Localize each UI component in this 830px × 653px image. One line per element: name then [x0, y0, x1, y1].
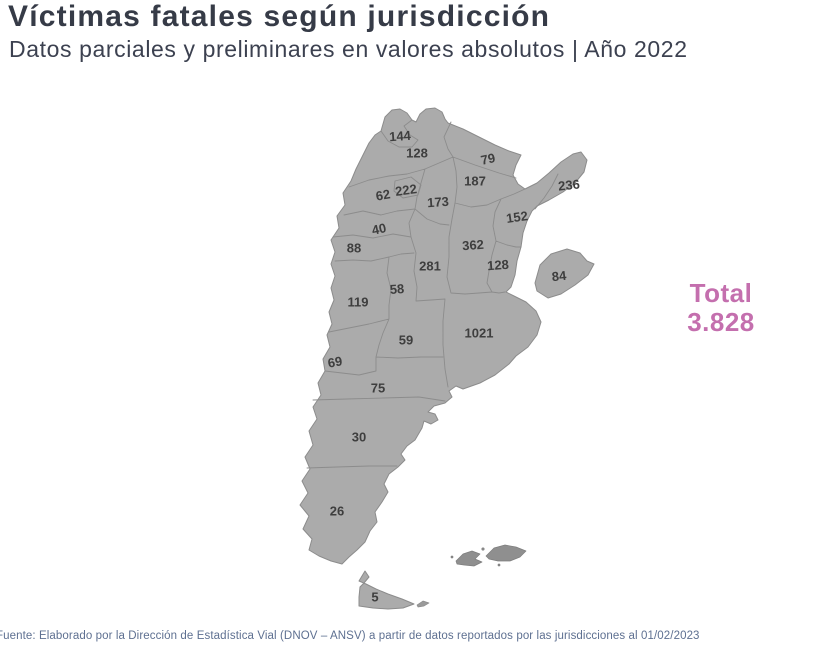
region-label-tierra-del-fuego: 5 — [371, 589, 379, 605]
total-label: Total — [689, 278, 753, 308]
region-label-mendoza: 119 — [347, 294, 369, 310]
source-note: Fuente: Elaborado por la Dirección de Es… — [0, 630, 700, 642]
region-label-jujuy: 144 — [388, 127, 412, 145]
region-label-santa-cruz: 26 — [329, 503, 345, 519]
region-label-formosa: 79 — [479, 150, 497, 168]
region-label-neuqu-n: 69 — [326, 353, 344, 371]
province-borders — [306, 119, 559, 469]
region-label-la-rioja: 40 — [370, 220, 388, 238]
region-label-c-rdoba: 281 — [419, 258, 441, 274]
region-label-chaco: 187 — [464, 173, 486, 189]
region-label-san-luis: 58 — [389, 281, 405, 297]
argentina-map-svg — [299, 107, 595, 610]
region-label-san-juan: 88 — [346, 240, 362, 256]
caba-shape — [534, 248, 595, 299]
argentina-map: 144 128 79 187 236 222 62 173 152 40 362 88 128 281 84… — [285, 95, 635, 625]
region-label-entre-r-os: 128 — [486, 256, 510, 274]
region-label-santa-fe: 362 — [461, 236, 485, 254]
tierra-del-fuego-shape — [358, 570, 415, 610]
region-label-chubut: 30 — [351, 429, 367, 445]
region-label-r-o-negro: 75 — [370, 380, 386, 396]
region-label-santiago-del-estero: 173 — [426, 193, 450, 211]
region-label-salta: 128 — [406, 145, 428, 161]
region-label-tucum-n: 222 — [394, 181, 418, 199]
total-callout: Total 3.828 — [660, 279, 782, 337]
region-label-buenos-aires: 1021 — [464, 325, 494, 341]
malvinas-islands — [450, 544, 527, 567]
region-label-catamarca: 62 — [374, 186, 392, 204]
region-label-caba: 84 — [551, 267, 567, 285]
isla-de-los-estados-shape — [416, 600, 430, 608]
page-title: Víctimas fatales según jurisdicción — [8, 0, 551, 33]
region-label-la-pampa: 59 — [398, 332, 414, 348]
region-label-misiones: 236 — [557, 176, 581, 194]
total-value: 3.828 — [687, 307, 755, 337]
page-subtitle: Datos parciales y preliminares en valore… — [9, 36, 688, 62]
mainland-shape — [299, 107, 588, 565]
region-label-corrientes: 152 — [505, 208, 529, 226]
